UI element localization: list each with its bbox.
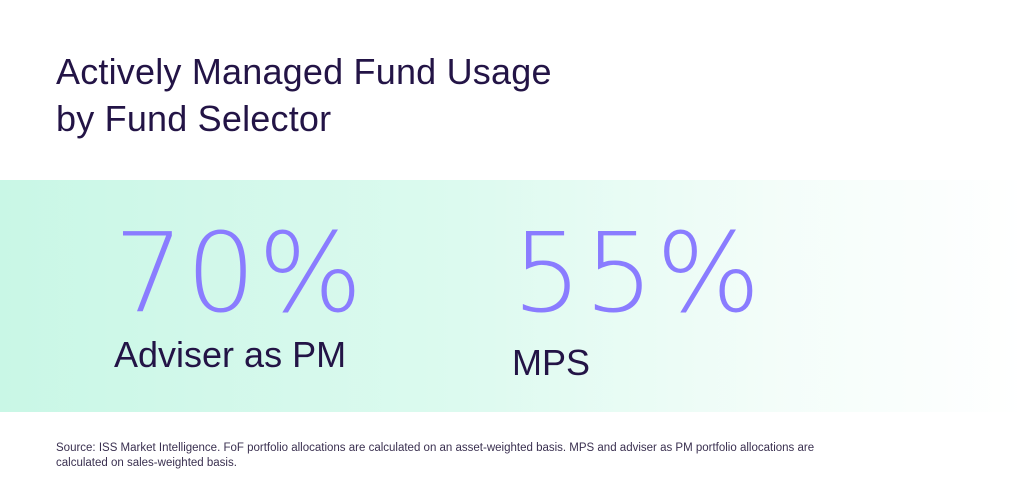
stat-label: Adviser as PM	[114, 334, 347, 375]
source-note: Source: ISS Market Intelligence. FoF por…	[56, 442, 815, 469]
title-line-2: by Fund Selector	[56, 98, 332, 139]
page-title: Actively Managed Fund Usage by Fund Sele…	[56, 48, 552, 142]
stat-value: 55%	[512, 209, 763, 337]
title-line-1: Actively Managed Fund Usage	[56, 51, 552, 92]
stat-adviser-as-pm: 70% Adviser as PM	[114, 218, 365, 376]
stats-band	[0, 180, 1024, 412]
stat-value: 70%	[114, 209, 365, 337]
stat-mps: 55% MPS	[512, 218, 763, 384]
stat-label: MPS	[512, 342, 591, 383]
